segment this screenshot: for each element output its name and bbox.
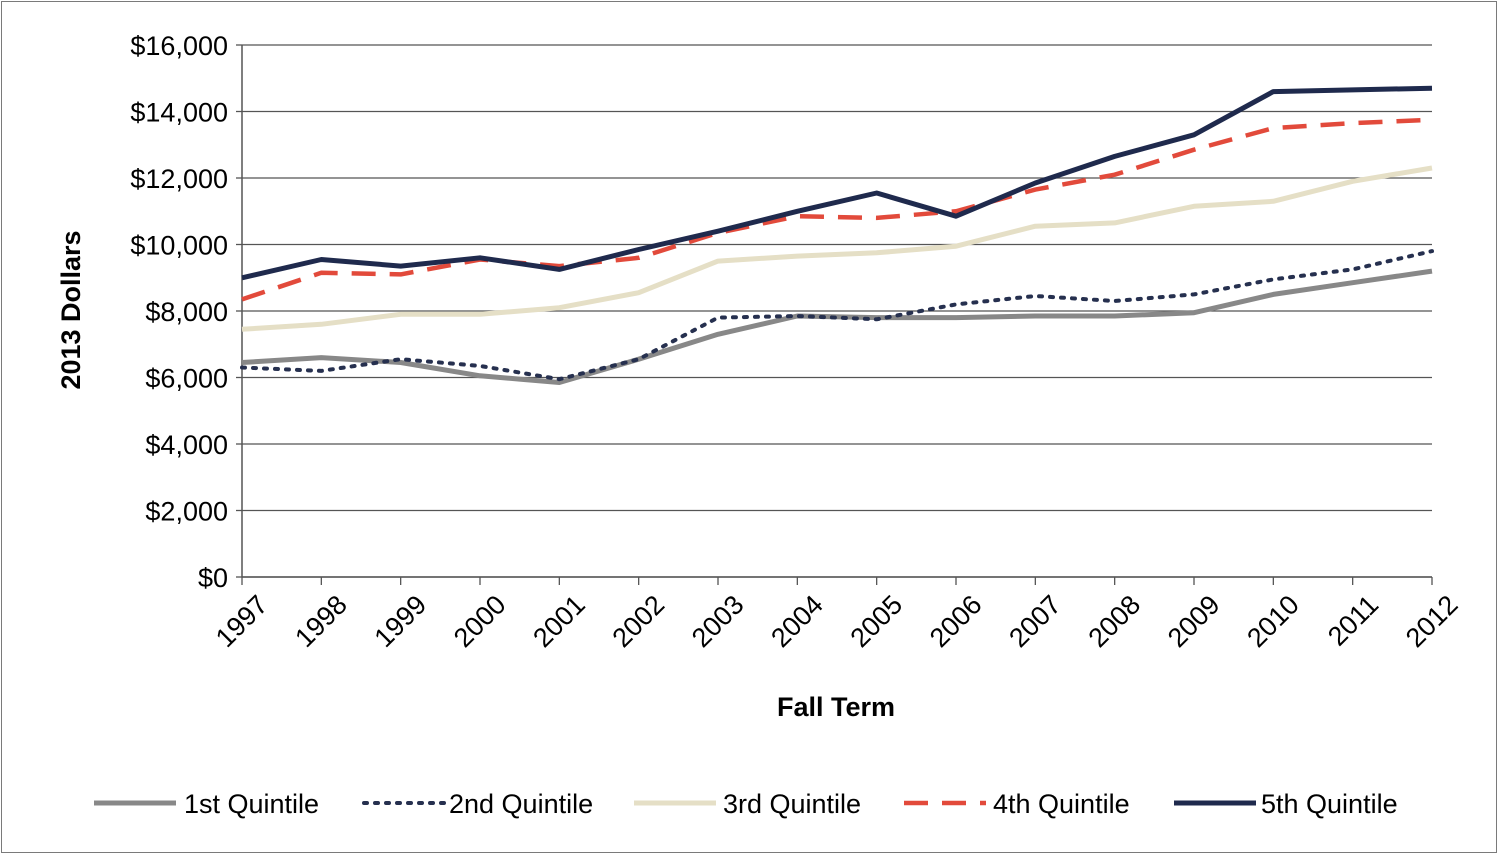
x-tick-label: 2004	[765, 589, 829, 653]
series-lines	[240, 85, 1434, 385]
y-tick-labels: $0 $2,000 $4,000 $6,000 $8,000 $10,000 $12,000…	[130, 31, 228, 593]
x-tick-label: 2007	[1003, 589, 1067, 653]
y-tick-label: $8,000	[145, 297, 228, 327]
x-axis-title: Fall Term	[777, 692, 895, 722]
x-tick-label: 2012	[1400, 589, 1464, 653]
x-tick-label: 2001	[527, 589, 591, 653]
series-line-5th-quintile	[241, 85, 1433, 281]
x-tick-label: 2003	[686, 589, 750, 653]
x-tick-label: 1999	[369, 589, 433, 653]
x-tick-label: 2008	[1083, 589, 1147, 653]
axes	[241, 45, 1433, 585]
x-tick-label: 2006	[924, 589, 988, 653]
x-tick-label: 2002	[607, 589, 671, 653]
x-tick-label: 1997	[210, 589, 274, 653]
series-line-3rd-quintile	[241, 165, 1433, 332]
y-tick-label: $4,000	[145, 430, 228, 460]
legend-label: 4th Quintile	[993, 789, 1130, 819]
y-axis-title: 2013 Dollars	[56, 230, 86, 389]
legend-label: 1st Quintile	[184, 789, 319, 819]
y-tick-label: $6,000	[145, 364, 228, 394]
series-line-2nd-quintile	[240, 249, 1434, 382]
x-tick-label: 1998	[289, 589, 353, 653]
y-tick-label: $2,000	[145, 497, 228, 527]
y-tick-label: $14,000	[130, 98, 228, 128]
y-tick-label: $0	[198, 563, 228, 593]
x-tick-label: 2000	[448, 589, 512, 653]
x-tick-label: 2009	[1162, 589, 1226, 653]
series-line-4th-quintile	[241, 117, 1433, 302]
y-tick-label: $16,000	[130, 31, 228, 61]
y-tick-label: $10,000	[130, 231, 228, 261]
x-tick-label: 2005	[845, 589, 909, 653]
x-tick-label: 2010	[1241, 589, 1305, 653]
legend-label: 2nd Quintile	[449, 789, 593, 819]
x-tick-label: 2011	[1322, 589, 1384, 651]
gridlines	[236, 44, 1432, 578]
series-line-1st-quintile	[241, 268, 1433, 385]
y-tick-label: $12,000	[130, 164, 228, 194]
legend: 1st Quintile 2nd Quintile 3rd Quintile 4th …	[94, 789, 1398, 819]
x-tick-labels: 1997 1998 1999 2000 2001 2002 2003 2004 2005 2006…	[210, 589, 1464, 653]
legend-label: 5th Quintile	[1261, 789, 1398, 819]
legend-label: 3rd Quintile	[723, 789, 861, 819]
